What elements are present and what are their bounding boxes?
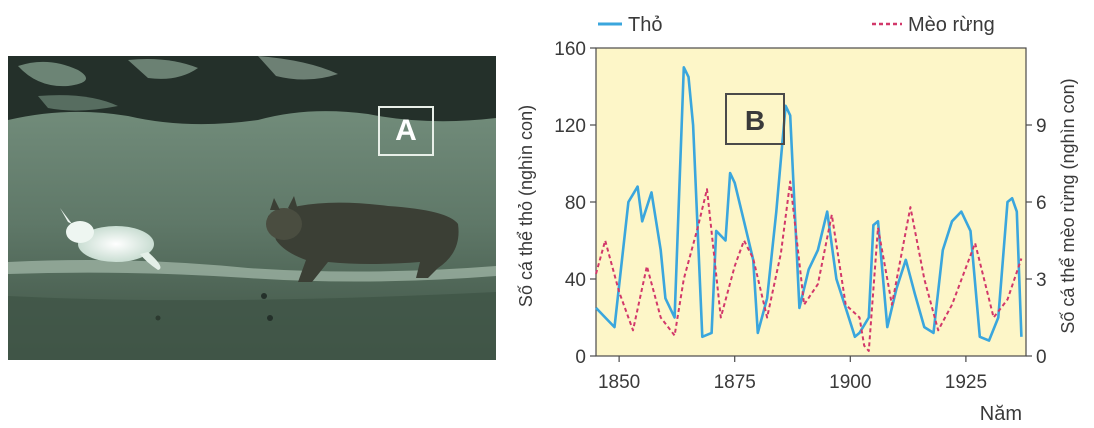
y-left-tick-label: 80 — [565, 193, 586, 214]
x-tick-label: 1925 — [945, 372, 987, 393]
chart-canvas: 1850 1875 1900 1925 0 40 80 120 160 0 3 6 9 Năm Số cá… — [516, 14, 1078, 425]
y-left-tick-label: 0 — [575, 347, 586, 368]
lynx-hare-photo — [8, 56, 496, 360]
y-right-tick-label: 6 — [1036, 193, 1047, 214]
series-line-tho — [595, 66, 1023, 342]
photo-panel-a: A — [8, 56, 496, 360]
y-left-tick-label: 160 — [554, 39, 586, 60]
panel-b-label: B — [745, 105, 765, 136]
x-tick-label: 1900 — [829, 372, 871, 393]
y-right-tick-label: 3 — [1036, 270, 1047, 291]
series-line-meo-rung — [595, 180, 1023, 352]
hare-figure — [60, 208, 161, 270]
panel-a-label: A — [378, 106, 434, 156]
legend-label-tho: Thỏ — [628, 14, 662, 36]
y-left-tick-label: 120 — [554, 116, 586, 137]
y-right-axis-title: Số cá thể mèo rừng (nghìn con) — [1058, 78, 1078, 333]
y-left-axis-title: Số cá thể thỏ (nghìn con) — [516, 105, 536, 307]
x-tick-label: 1850 — [598, 372, 640, 393]
x-axis-title: Năm — [980, 403, 1022, 425]
x-tick-label: 1875 — [714, 372, 756, 393]
legend-label-meo-rung: Mèo rừng — [908, 14, 995, 36]
y-left-tick-label: 40 — [565, 270, 586, 291]
y-right-tick-label: 0 — [1036, 347, 1047, 368]
y-right-tick-label: 9 — [1036, 116, 1047, 137]
population-chart: 1850 1875 1900 1925 0 40 80 120 160 0 3 6 9 Năm Số cá… — [510, 0, 1090, 428]
lynx-figure — [266, 196, 459, 282]
plot-area — [595, 47, 1027, 357]
panel-b-box — [725, 93, 785, 145]
